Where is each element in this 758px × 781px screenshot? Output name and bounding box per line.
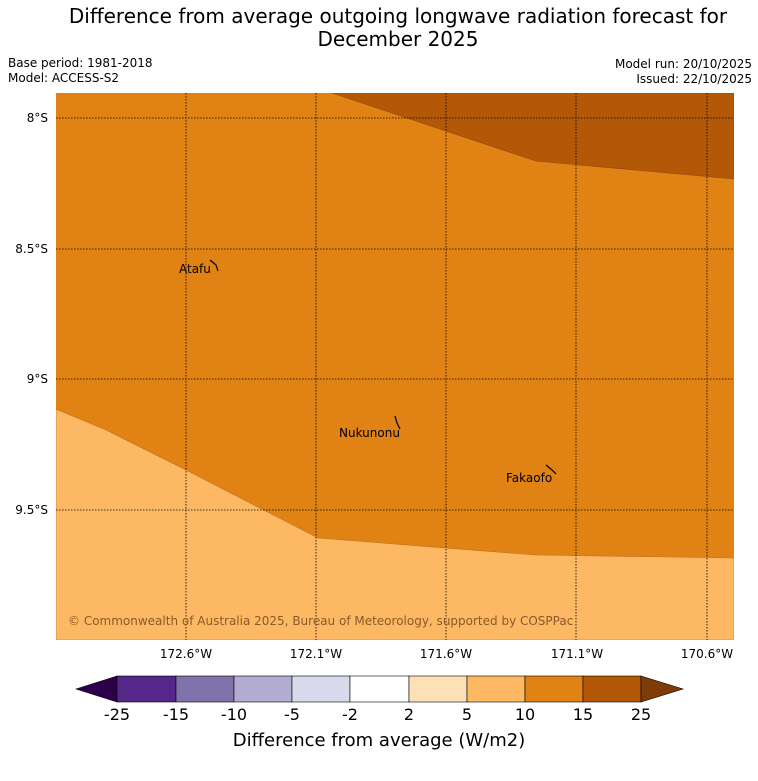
graticule (56, 93, 734, 640)
colorbar-segment (466, 675, 526, 703)
model-run: Model run: 20/10/2025 (614, 57, 752, 71)
place-label-atafu: Atafu (179, 262, 211, 276)
colorbar-tick: -2 (342, 705, 358, 724)
atoll-atafu (209, 259, 219, 272)
colorbar-segment (233, 675, 293, 703)
place-label-nukunonu: Nukunonu (339, 426, 400, 440)
issued-date: Issued: 22/10/2025 (636, 72, 752, 86)
colorbar-segment (116, 675, 177, 703)
colorbar-tick: -5 (284, 705, 300, 724)
title-line-1: Difference from average outgoing longwav… (68, 4, 728, 28)
lon-label-171-6w: 171.6°W (419, 647, 473, 661)
colorbar-tick: -15 (162, 705, 190, 724)
colorbar-segment (175, 675, 235, 703)
atoll-nukunonu (394, 415, 401, 430)
colorbar-label: Difference from average (W/m2) (232, 730, 526, 751)
lat-label-9s: 9°S (26, 372, 48, 386)
meta-left: Base period: 1981-2018 Model: ACCESS-S2 (8, 56, 153, 86)
colorbar-tick: -10 (220, 705, 248, 724)
colorbar-tick: 10 (514, 705, 536, 724)
region-band-15-25 (331, 93, 734, 180)
colorbar-extend-high (640, 675, 685, 703)
colorbar-segment (349, 675, 410, 703)
base-period: Base period: 1981-2018 (8, 56, 153, 70)
colorbar-tick: 15 (572, 705, 594, 724)
colorbar-tick: 25 (630, 705, 652, 724)
map-panel (56, 93, 734, 640)
colorbar-segment (524, 675, 584, 703)
colorbar-tick: -25 (103, 705, 131, 724)
chart-title: Difference from average outgoing longwav… (0, 5, 758, 51)
colorbar-segment (408, 675, 468, 703)
colorbar-segment (582, 675, 642, 703)
copyright-notice: © Commonwealth of Australia 2025, Bureau… (68, 614, 574, 628)
colorbar-tick: 5 (461, 705, 473, 724)
title-line-2: December 2025 (317, 27, 479, 51)
lat-label-9-5s: 9.5°S (15, 503, 48, 517)
lon-label-172-1w: 172.1°W (289, 647, 343, 661)
colorbar-tick: 2 (403, 705, 415, 724)
colorbar-segment (291, 675, 351, 703)
map-svg (56, 93, 734, 640)
lon-label-171-1w: 171.1°W (550, 647, 604, 661)
model-name: Model: ACCESS-S2 (8, 71, 120, 85)
atolls (209, 259, 557, 475)
colorbar (75, 675, 685, 703)
lat-label-8-5s: 8.5°S (15, 242, 48, 256)
lat-label-8s: 8°S (26, 111, 48, 125)
colorbar-extend-low (75, 675, 118, 703)
atoll-fakaofo (545, 464, 557, 475)
lon-label-172-6w: 172.6°W (159, 647, 213, 661)
region-band-5-10 (56, 408, 734, 640)
meta-right: Model run: 20/10/2025 Issued: 22/10/2025 (615, 57, 752, 87)
place-label-fakaofo: Fakaofo (506, 471, 553, 485)
lon-label-170-6w: 170.6°W (680, 647, 734, 661)
